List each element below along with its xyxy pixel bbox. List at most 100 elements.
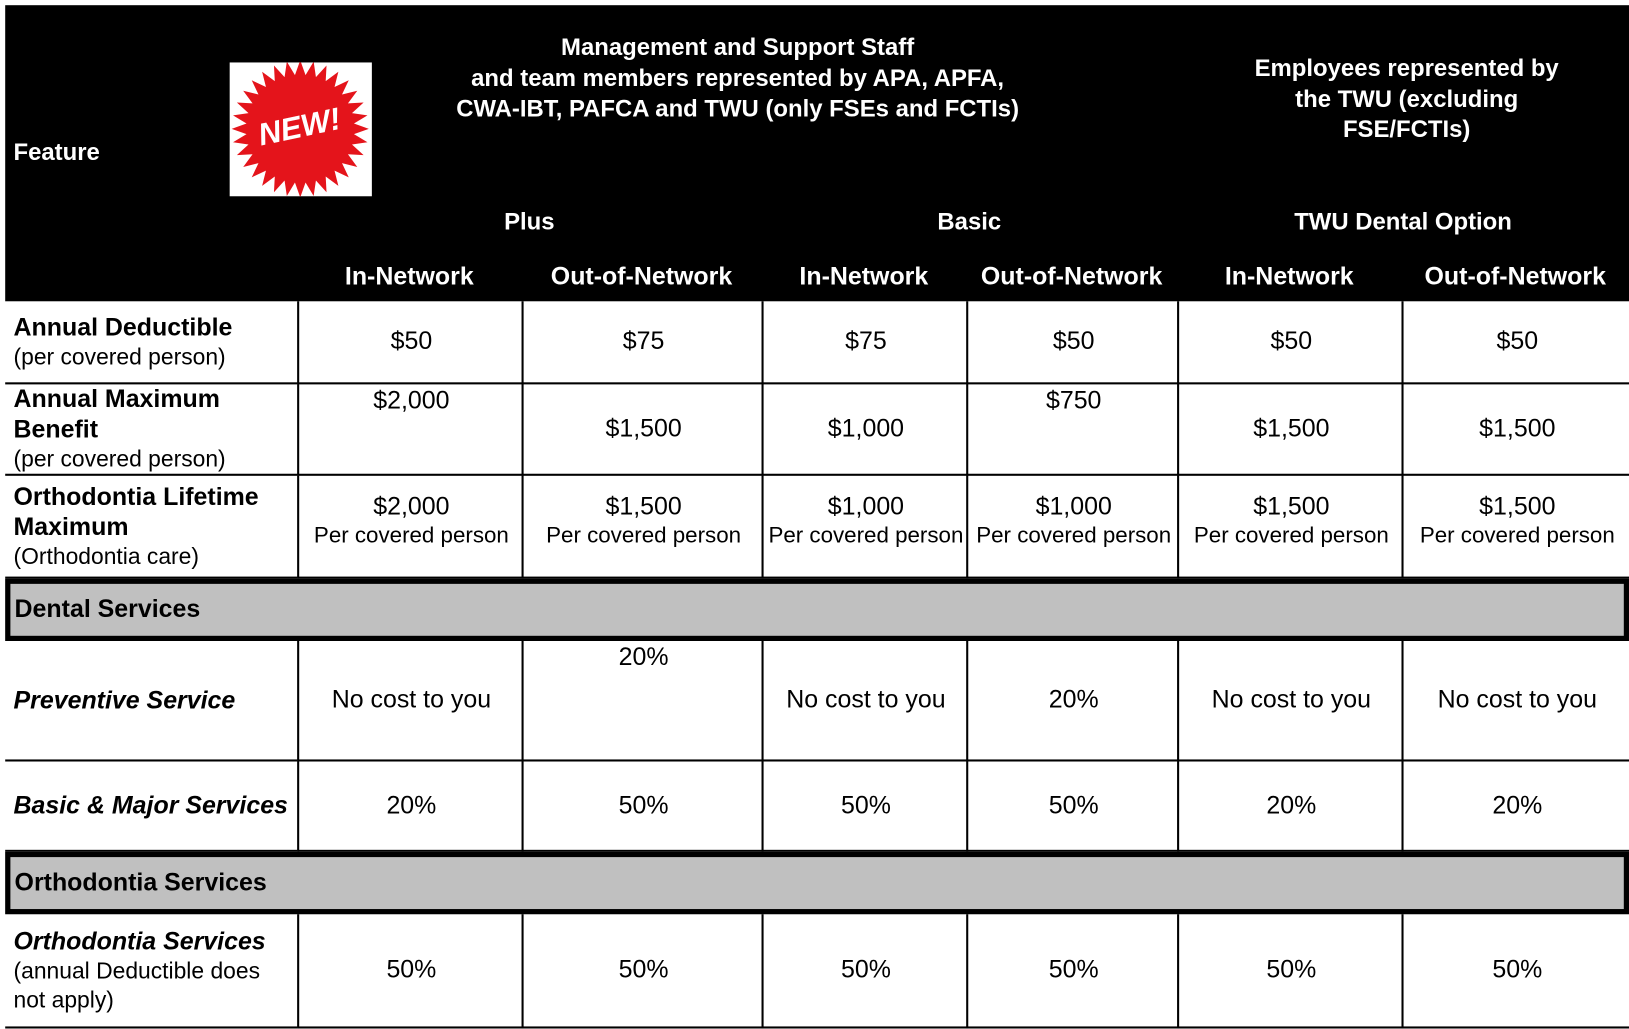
cell-value: 50% [618,955,669,984]
cell-value: 20% [386,791,437,820]
value-cell: No cost to you [1177,641,1404,762]
feature-title: Annual Deductible [13,313,233,342]
cell-value: 20% [1266,791,1317,820]
cell-value: $1,000 [827,492,905,521]
value-cell: $1,500 [1177,384,1404,476]
value-cell: 50% [761,761,969,852]
value-cell: $1,500 [521,384,764,476]
cell-value: $1,500 [605,414,682,443]
value-cell: $50 [1177,301,1404,385]
value-cell: 50% [1401,914,1629,1029]
value-cell: $1,500 Per covered person [1401,475,1629,579]
feature-note: (annual Deductible does not apply) [13,957,261,1013]
feature-title: Annual Maximum Benefit [13,385,220,444]
cell-value: $1,000 [1035,492,1112,521]
value-cell: 50% [521,761,764,852]
section-header: Dental Services [5,578,1629,642]
value-cell: 50% [297,914,524,1029]
cell-value: $1,500 [605,492,682,521]
cell-value: 20% [618,643,669,672]
value-cell: No cost to you [1401,641,1629,762]
feature-note: (Orthodontia care) [13,542,199,569]
cell-value: 50% [386,955,437,984]
feature-note: (per covered person) [13,343,226,370]
feature-title: Orthodontia Lifetime Maximum [13,482,259,541]
cell-value: $50 [390,327,433,356]
cell-value: $2,000 [373,386,450,415]
network-header: In-Network [1224,262,1354,291]
value-cell: No cost to you [761,641,969,762]
value-cell: 50% [966,761,1180,852]
value-cell: 50% [761,914,969,1029]
value-cell: 20% [1177,761,1404,852]
cell-value: $1,500 [1253,492,1330,521]
group-header: Employees represented by the TWU (exclud… [1254,54,1559,143]
cell-value: $75 [845,327,887,356]
cell-value: No cost to you [786,685,946,714]
feature-header: Feature [13,138,100,166]
network-header: In-Network [799,262,929,291]
plan-header: TWU Dental Option [1294,207,1512,235]
feature-title: Orthodontia Services [13,927,266,956]
value-cell: 50% [966,914,1180,1029]
group-header: Management and Support Staff and team me… [456,33,1020,122]
feature-cell: Basic & Major Services [5,762,298,852]
network-header: In-Network [344,262,474,291]
cell-value: 20% [1048,685,1099,714]
cell-note: Per covered person [768,522,964,548]
cell-value: $1,000 [827,414,905,443]
feature-cell: Orthodontia Lifetime Maximum (Orthodontia… [5,476,298,579]
value-cell: $1,000 Per covered person [966,475,1180,579]
section-header: Orthodontia Services [5,851,1629,915]
cell-value: $50 [1496,327,1539,356]
cell-value: $75 [622,327,665,356]
cell-value: 50% [1266,955,1317,984]
cell-value: $1,500 [1479,492,1556,521]
value-cell: $50 [297,301,524,385]
network-header: Out-of-Network [1424,262,1606,291]
value-cell: $50 [966,301,1180,385]
new-badge: NEW! [229,62,372,197]
network-header: Out-of-Network [550,262,733,291]
cell-value: No cost to you [1437,685,1598,714]
feature-cell: Annual Maximum Benefit (per covered perso… [5,384,298,476]
value-cell: 50% [1177,914,1404,1029]
network-header: Out-of-Network [980,262,1163,291]
feature-note: (per covered person) [13,445,226,472]
value-cell: 20% [297,761,524,852]
cell-note: Per covered person [976,522,1172,548]
value-cell: 20% [1401,761,1629,852]
value-cell: $1,000 [761,384,969,476]
cell-note: Per covered person [1193,522,1389,548]
value-cell: $1,500 Per covered person [1177,475,1404,579]
cell-value: 20% [1492,791,1543,820]
cell-value: 50% [1048,955,1099,984]
cell-value: $1,500 [1253,414,1330,443]
value-cell: $75 [521,301,764,385]
cell-value: 50% [618,791,669,820]
feature-title: Preventive Service [13,686,236,715]
plan-header: Plus [504,207,555,235]
cell-value: 50% [840,955,891,984]
feature-cell: Preventive Service [5,641,298,762]
cell-note: Per covered person [1419,522,1615,548]
cell-value: 50% [1048,791,1099,820]
value-cell: $2,000 Per covered person [297,475,524,579]
value-cell: No cost to you [297,641,524,762]
cell-value: $2,000 [373,492,450,521]
cell-value: $750 [1045,386,1102,415]
value-cell: $750 [966,384,1180,476]
value-cell: 20% [966,641,1180,762]
cell-value: 50% [840,791,891,820]
value-cell: $1,000 Per covered person [761,475,969,579]
value-cell: 20% [521,641,764,762]
cell-value: $50 [1270,327,1313,356]
value-cell: $1,500 [1401,384,1629,476]
cell-value: $50 [1052,327,1095,356]
value-cell: $2,000 [297,384,524,476]
value-cell: $50 [1401,301,1629,385]
feature-title: Basic & Major Services [13,791,288,820]
plan-header: Basic [937,207,1002,235]
